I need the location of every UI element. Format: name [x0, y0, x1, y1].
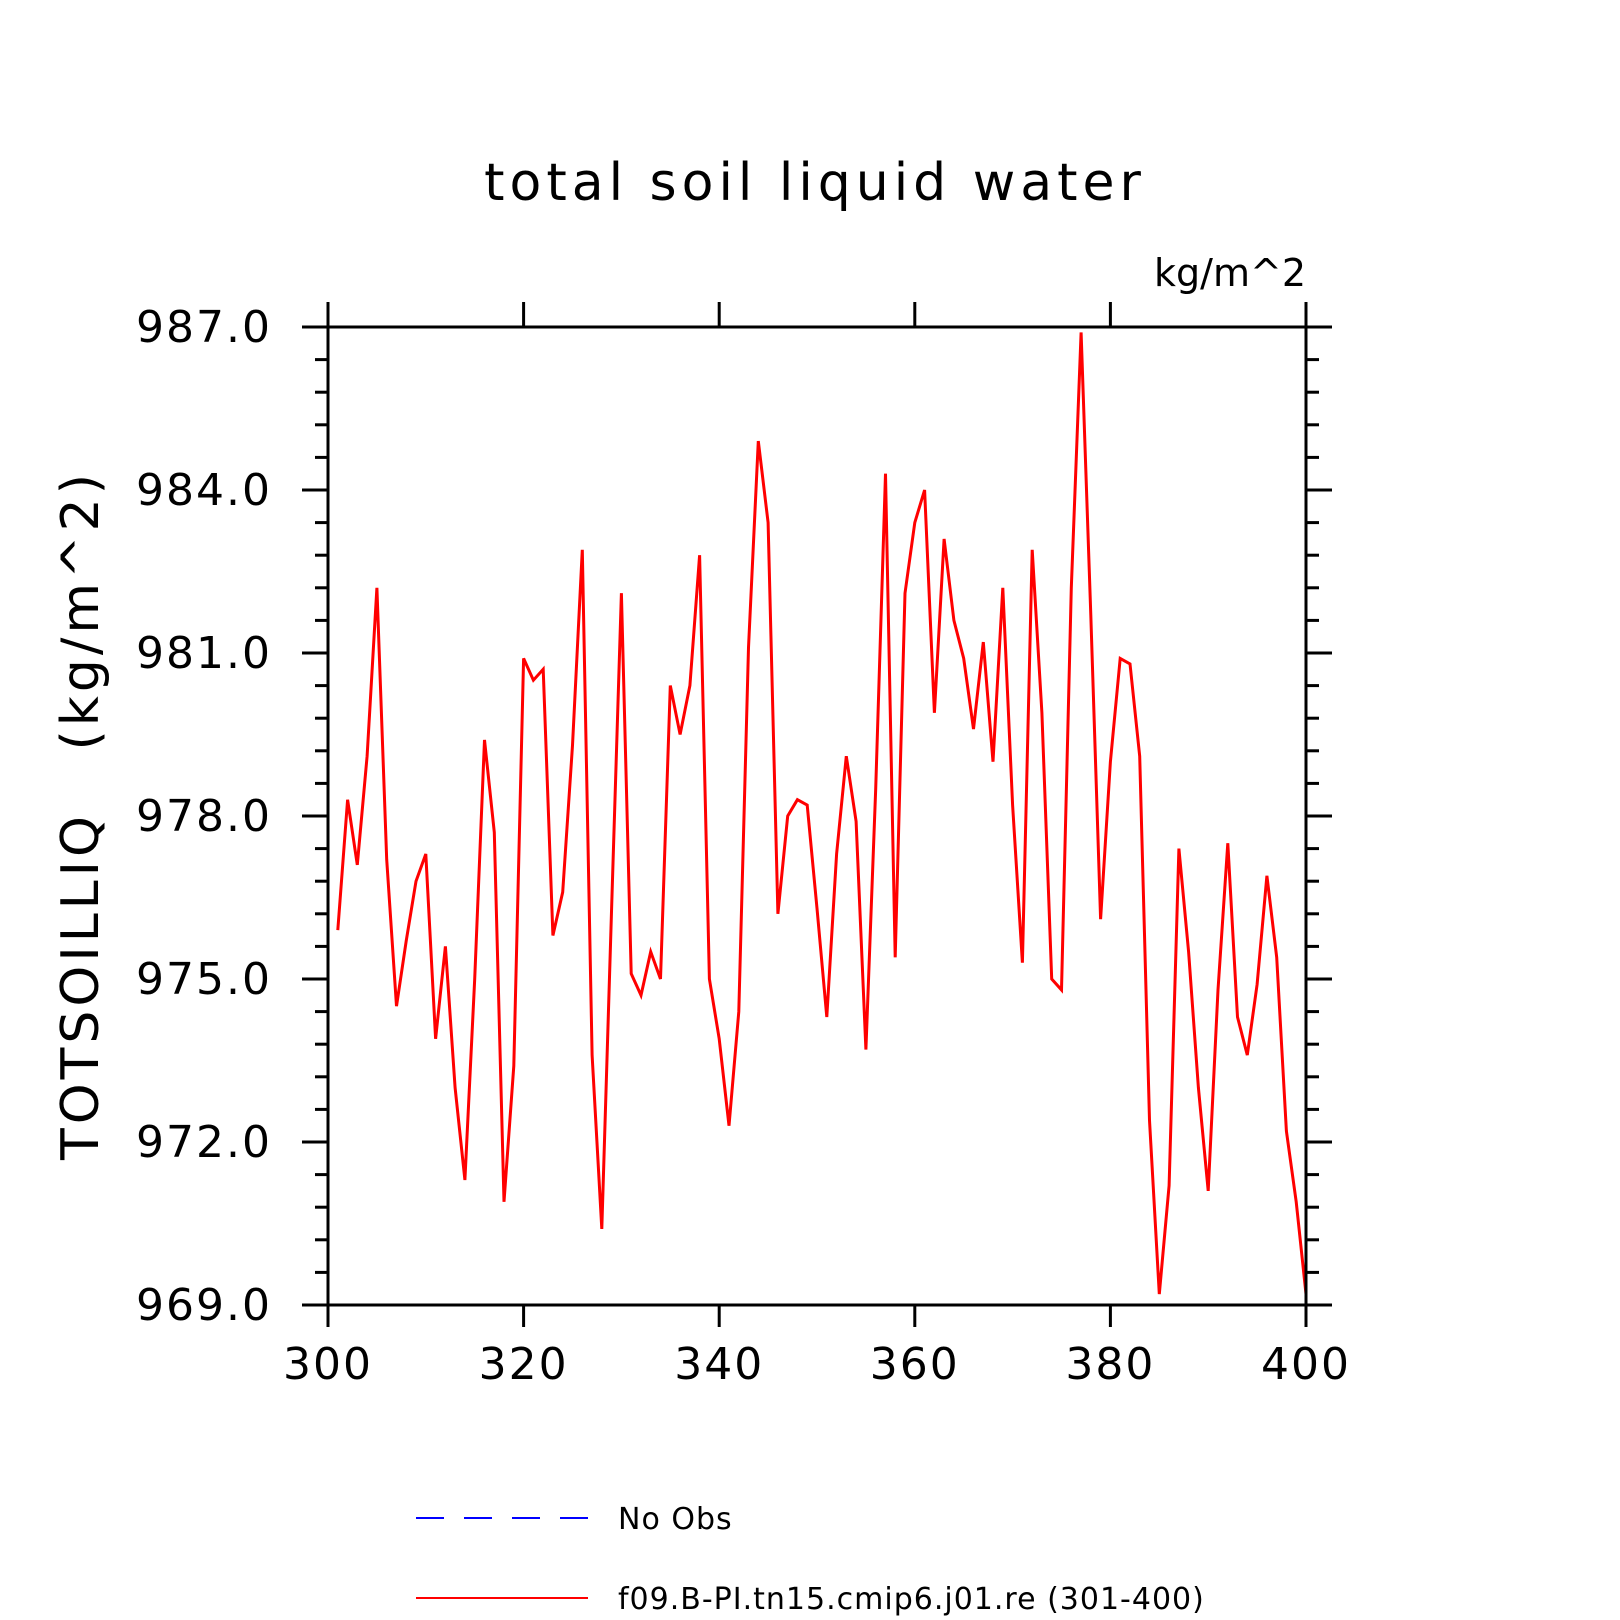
plot-frame: [326, 325, 1308, 1307]
y-tick-label: 987.0: [136, 302, 272, 353]
series-layer: [336, 332, 1308, 1295]
y-tick-label: 972.0: [136, 1117, 272, 1168]
y-axis-label: TOTSOILLIQ (kg/m^2): [51, 470, 111, 1161]
y-tick-label: 969.0: [136, 1280, 272, 1331]
units-label: kg/m^2: [1154, 251, 1306, 295]
y-tick-label: 975.0: [136, 954, 272, 1005]
axis-ticks: [302, 302, 1332, 1327]
x-tick-label: 320: [479, 1339, 569, 1390]
x-tick-label: 300: [283, 1339, 373, 1390]
legend-label-0: No Obs: [618, 1502, 733, 1537]
x-tick-label: 360: [870, 1339, 960, 1390]
chart-title: total soil liquid water: [484, 153, 1146, 213]
tick-labels: 300 320 340 360 380 400 969.0 972.0 975.0 978.0 98…: [136, 302, 1351, 1390]
y-tick-label: 978.0: [136, 791, 272, 842]
y-tick-label: 981.0: [136, 628, 272, 679]
x-tick-label: 380: [1065, 1339, 1155, 1390]
x-tick-label: 400: [1261, 1339, 1351, 1390]
legend-label-1: f09.B-PI.tn15.cmip6.j01.re (301-400): [618, 1582, 1205, 1617]
x-tick-label: 340: [674, 1339, 764, 1390]
series-line-1: [336, 332, 1308, 1295]
legend: No Obs f09.B-PI.tn15.cmip6.j01.re (301-40…: [416, 1502, 1205, 1617]
y-tick-label: 984.0: [136, 465, 272, 516]
